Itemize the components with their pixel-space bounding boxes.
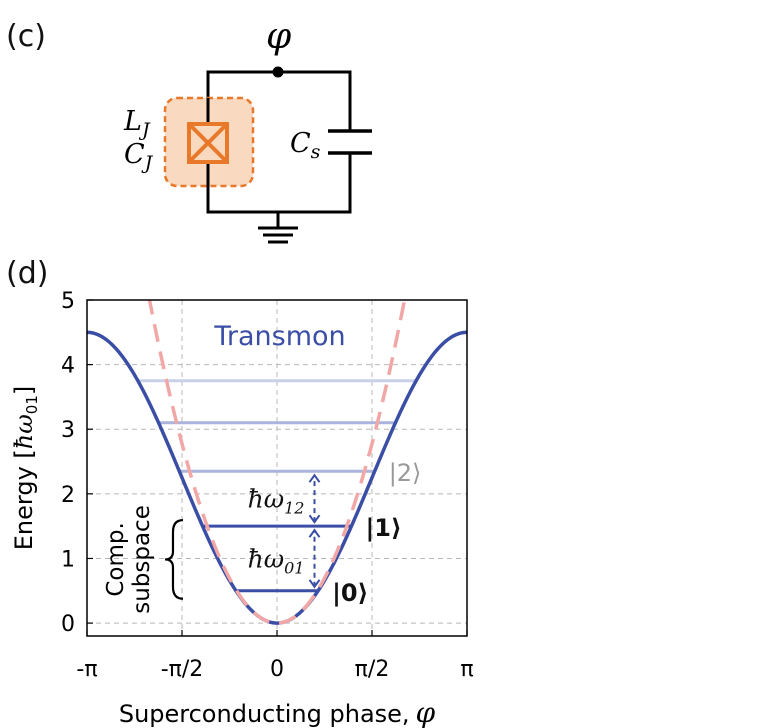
arrow-head-down-icon	[308, 514, 321, 524]
brace-icon	[164, 519, 184, 600]
node-phase-label: φ	[266, 16, 292, 57]
transition-energy-label: ħω12	[248, 485, 305, 518]
panel-d: (d) Transmon |0⟩ |1⟩ |2⟩ -π -π/2 0 π/2 π 0 1 2 3 4 5…	[6, 256, 474, 728]
arrow-head-up-icon	[308, 473, 321, 483]
energy-level-label: |2⟩	[389, 459, 422, 487]
y-tick-label: 2	[61, 483, 75, 508]
shunt-capacitance-label: Cs	[290, 128, 321, 163]
y-axis-title: Energy [ħω01]	[10, 386, 41, 551]
arrow-head-up-icon	[308, 528, 321, 538]
energy-level-label: |0⟩	[332, 579, 368, 607]
josephson-junction-icon	[187, 122, 229, 164]
harmonic-potential-line	[147, 300, 407, 625]
comp-subspace-label-line2: subspace	[129, 505, 155, 614]
comp-subspace-label-line1: Comp.	[103, 522, 129, 596]
junction-capacitance-label: CJ	[124, 139, 154, 174]
chart-grid	[87, 300, 467, 636]
potential-curves	[87, 300, 467, 625]
axis-ticks: -π -π/2 0 π/2 π 0 1 2 3 4 5	[61, 289, 474, 682]
x-axis-title: Superconducting phase, φ	[119, 696, 436, 728]
x-tick-label: π	[460, 657, 473, 682]
y-tick-label: 5	[61, 289, 75, 314]
x-tick-label: -π/2	[161, 657, 204, 682]
transition-energy-label: ħω01	[248, 544, 305, 577]
energy-level-label: |1⟩	[365, 514, 401, 542]
arrow-head-down-icon	[308, 579, 321, 589]
panel-d-label: (d)	[6, 256, 48, 291]
x-tick-label: 0	[270, 657, 284, 682]
x-tick-label: -π	[76, 657, 97, 682]
chart-annotations: ħω01 ħω12 Comp. subspace	[103, 473, 321, 614]
cosine-potential-line	[87, 330, 467, 625]
panel-c: (c) φ LJ CJ Cs	[6, 16, 372, 244]
chart-title: Transmon	[213, 321, 345, 352]
circuit-node-dot	[272, 66, 284, 78]
y-tick-label: 0	[61, 612, 75, 637]
y-tick-label: 4	[61, 354, 75, 379]
energy-levels: |0⟩ |1⟩ |2⟩	[137, 379, 422, 607]
y-tick-label: 3	[61, 418, 75, 443]
junction-inductance-label: LJ	[123, 106, 151, 141]
panel-c-label: (c)	[6, 19, 46, 54]
x-tick-label: π/2	[355, 657, 390, 682]
y-tick-label: 1	[61, 547, 75, 572]
